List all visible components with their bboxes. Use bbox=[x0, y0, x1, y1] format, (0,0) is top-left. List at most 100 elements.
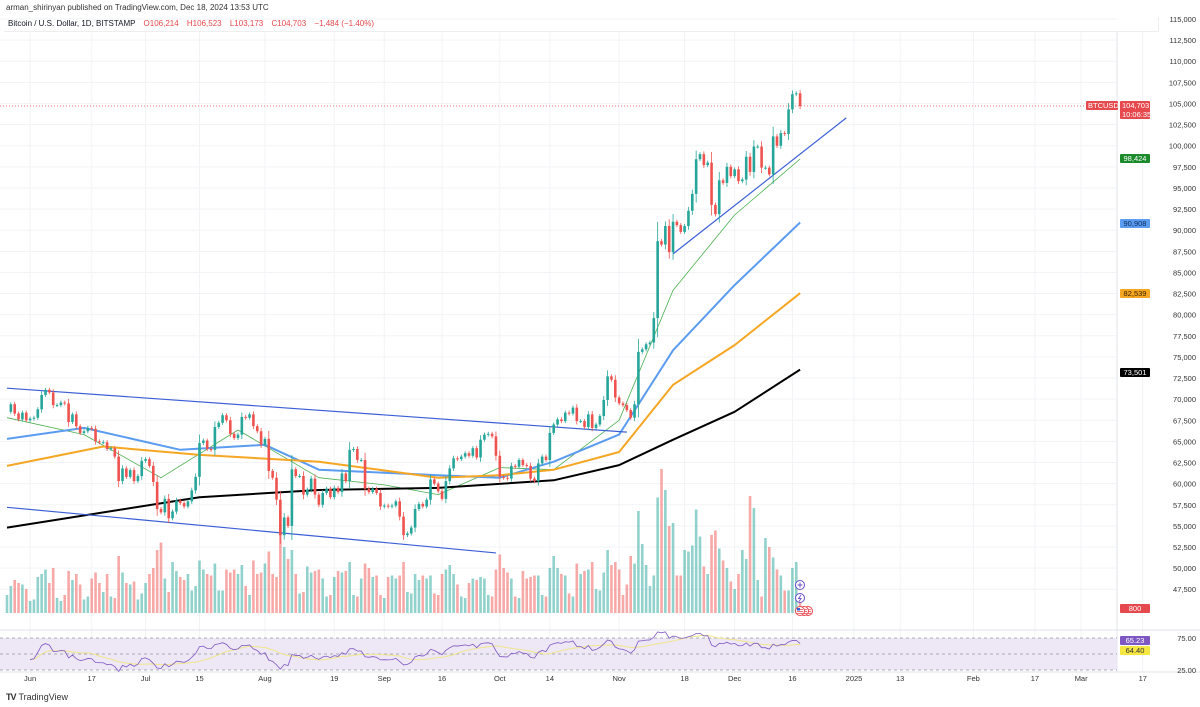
volume-bar bbox=[567, 593, 571, 613]
candle bbox=[28, 418, 32, 421]
volume-bar bbox=[725, 568, 729, 613]
candle bbox=[59, 402, 63, 406]
candle bbox=[67, 403, 70, 422]
volume-bar bbox=[178, 577, 182, 613]
time-axis-label: 17 bbox=[88, 674, 96, 683]
volume-bar bbox=[171, 562, 174, 613]
volume-bar bbox=[486, 595, 490, 613]
volume-bar bbox=[202, 569, 205, 613]
candle bbox=[610, 376, 613, 380]
ohlc-low: L103,173 bbox=[229, 19, 264, 28]
candle bbox=[182, 503, 186, 507]
volume-bar bbox=[671, 523, 675, 613]
candle bbox=[306, 489, 309, 495]
candle bbox=[155, 481, 159, 509]
volume-bar bbox=[506, 572, 509, 613]
price-axis-label: 47,500 bbox=[1173, 585, 1196, 594]
candle bbox=[721, 180, 725, 183]
candle bbox=[440, 491, 444, 499]
candle bbox=[475, 448, 478, 458]
candle bbox=[229, 420, 232, 434]
volume-bar bbox=[24, 589, 28, 613]
candle bbox=[202, 440, 205, 444]
candle bbox=[332, 487, 336, 498]
candle bbox=[329, 488, 332, 498]
volume-bar bbox=[198, 560, 201, 613]
volume-bar bbox=[421, 575, 425, 613]
volume-bar bbox=[479, 577, 482, 613]
candle bbox=[756, 146, 760, 148]
volume-bar bbox=[729, 581, 733, 613]
volume-bar bbox=[194, 586, 197, 613]
volume-bar bbox=[5, 595, 9, 613]
volume-bar bbox=[67, 571, 70, 613]
volume-bar bbox=[244, 586, 247, 613]
volume-bar bbox=[413, 574, 417, 613]
volume-bar bbox=[128, 584, 132, 613]
time-axis-label: Mar bbox=[1075, 674, 1088, 683]
volume-bar bbox=[271, 574, 274, 613]
candle bbox=[313, 478, 317, 495]
candle bbox=[648, 342, 652, 345]
candle bbox=[544, 456, 548, 460]
candle bbox=[375, 488, 378, 493]
candle bbox=[617, 397, 621, 404]
volume-bar bbox=[217, 590, 221, 613]
price-axis-label: 87,500 bbox=[1173, 247, 1196, 256]
volume-bar bbox=[121, 572, 124, 613]
tradingview-logo[interactable]: TV TradingView bbox=[6, 692, 68, 702]
volume-bar bbox=[483, 578, 486, 613]
volume-bar bbox=[560, 574, 563, 613]
volume-bar bbox=[587, 569, 590, 613]
volume-bar bbox=[629, 556, 632, 613]
volume-bar bbox=[390, 575, 394, 613]
volume-bar bbox=[529, 577, 532, 613]
candle bbox=[24, 412, 28, 421]
volume-bar bbox=[248, 595, 251, 613]
candle bbox=[125, 468, 128, 477]
symbol-description[interactable]: Bitcoin / U.S. Dollar, 1D, BITSTAMP bbox=[8, 19, 136, 28]
volume-bar bbox=[371, 577, 375, 613]
candle bbox=[517, 459, 521, 467]
candle bbox=[113, 448, 117, 457]
volume-bar bbox=[275, 577, 278, 613]
price-axis-label: 80,000 bbox=[1173, 311, 1196, 320]
rsi-line bbox=[30, 631, 801, 673]
candle bbox=[55, 405, 59, 407]
candle bbox=[660, 241, 663, 245]
candle bbox=[425, 499, 428, 507]
candle bbox=[252, 414, 255, 427]
time-axis-label: 18 bbox=[680, 674, 688, 683]
volume-bar bbox=[617, 569, 621, 613]
candle bbox=[148, 459, 151, 466]
price-axis-label: 85,000 bbox=[1173, 268, 1196, 277]
ma200-badge: 73,501 bbox=[1120, 368, 1150, 377]
volume-bar bbox=[282, 547, 286, 613]
candle bbox=[725, 166, 729, 183]
candle bbox=[421, 503, 425, 507]
candle bbox=[213, 427, 217, 450]
volume-bar bbox=[240, 565, 244, 613]
candle bbox=[294, 469, 298, 477]
volume-bar bbox=[205, 574, 209, 613]
volume-bar bbox=[637, 511, 640, 613]
volume-bar bbox=[502, 568, 505, 613]
us-flag-icon bbox=[795, 606, 813, 616]
time-axis-label: 19 bbox=[330, 674, 338, 683]
candle bbox=[571, 407, 575, 414]
volume-bar bbox=[417, 580, 421, 613]
candle bbox=[760, 146, 763, 168]
volume-bar bbox=[571, 596, 575, 613]
candle bbox=[71, 414, 74, 422]
candle bbox=[644, 344, 648, 350]
candle bbox=[675, 221, 679, 226]
ma50-line bbox=[6, 221, 801, 479]
candle bbox=[563, 412, 567, 422]
volume-bar bbox=[190, 590, 194, 613]
ma20-line bbox=[6, 158, 801, 496]
time-axis-label: 16 bbox=[788, 674, 796, 683]
volume-bar bbox=[105, 574, 109, 613]
volume-bar bbox=[94, 572, 97, 613]
volume-bar bbox=[521, 571, 525, 613]
